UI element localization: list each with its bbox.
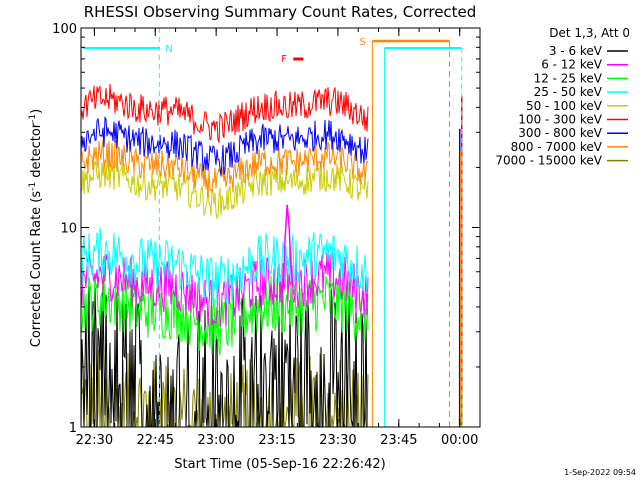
legend-title: Det 1,3, Att 0 xyxy=(549,26,630,40)
legend-label: 25 - 50 keV xyxy=(534,85,603,99)
y-tick-label: 1 xyxy=(69,421,77,436)
x-tick-label: 00:00 xyxy=(441,433,478,448)
series-line xyxy=(81,283,368,427)
x-tick-label: 22:45 xyxy=(137,433,174,448)
footer-timestamp: 1-Sep-2022 09:54 xyxy=(564,468,636,477)
series-line xyxy=(81,116,369,176)
series-line xyxy=(81,83,369,143)
chart-title: RHESSI Observing Summary Count Rates, Co… xyxy=(84,3,477,21)
x-axis-label: Start Time (05-Sep-16 22:26:42) xyxy=(174,457,385,472)
legend-label: 12 - 25 keV xyxy=(534,71,603,85)
y-axis-label-sup1: -1 xyxy=(28,182,38,191)
y-tick-label: 10 xyxy=(60,222,77,237)
legend-label: 3 - 6 keV xyxy=(549,44,603,58)
y-axis-label: Corrected Count Rate (s-1 detector-1) xyxy=(28,109,44,347)
y-tick-label: 100 xyxy=(52,22,77,37)
legend-label: 300 - 800 keV xyxy=(518,126,602,140)
x-tick-label: 22:30 xyxy=(76,433,113,448)
series-line xyxy=(81,227,369,306)
y-axis-label-mid: detector xyxy=(29,122,44,182)
annotation-label-n: N xyxy=(165,44,172,55)
y-axis-label-main: Corrected Count Rate (s xyxy=(29,191,44,348)
legend-label: 50 - 100 keV xyxy=(526,99,603,113)
series-line xyxy=(81,252,369,328)
flare-spike xyxy=(282,204,294,288)
legend-label: 800 - 7000 keV xyxy=(511,140,603,154)
series-line xyxy=(81,272,369,356)
legend-label: 6 - 12 keV xyxy=(541,58,603,72)
axis-ticks: 22:30 22:45 23:00 23:15 23:30 23:45 00:00 1 10 10… xyxy=(52,22,481,448)
x-tick-label: 23:00 xyxy=(197,433,234,448)
y-axis-label-sup2: -1 xyxy=(28,114,38,123)
annotation-label-f: F xyxy=(281,54,287,65)
x-tick-label: 23:30 xyxy=(319,433,356,448)
legend-label: 100 - 300 keV xyxy=(518,113,602,127)
x-tick-label: 23:15 xyxy=(258,433,295,448)
x-tick-label: 23:45 xyxy=(380,433,417,448)
series-line xyxy=(81,159,369,220)
series-line xyxy=(81,139,369,198)
y-axis-label-end: ) xyxy=(29,109,44,114)
annotation-label-s: S xyxy=(359,37,365,48)
legend-label: 7000 - 15000 keV xyxy=(495,154,602,168)
annotation-layer: N F S xyxy=(83,28,463,427)
